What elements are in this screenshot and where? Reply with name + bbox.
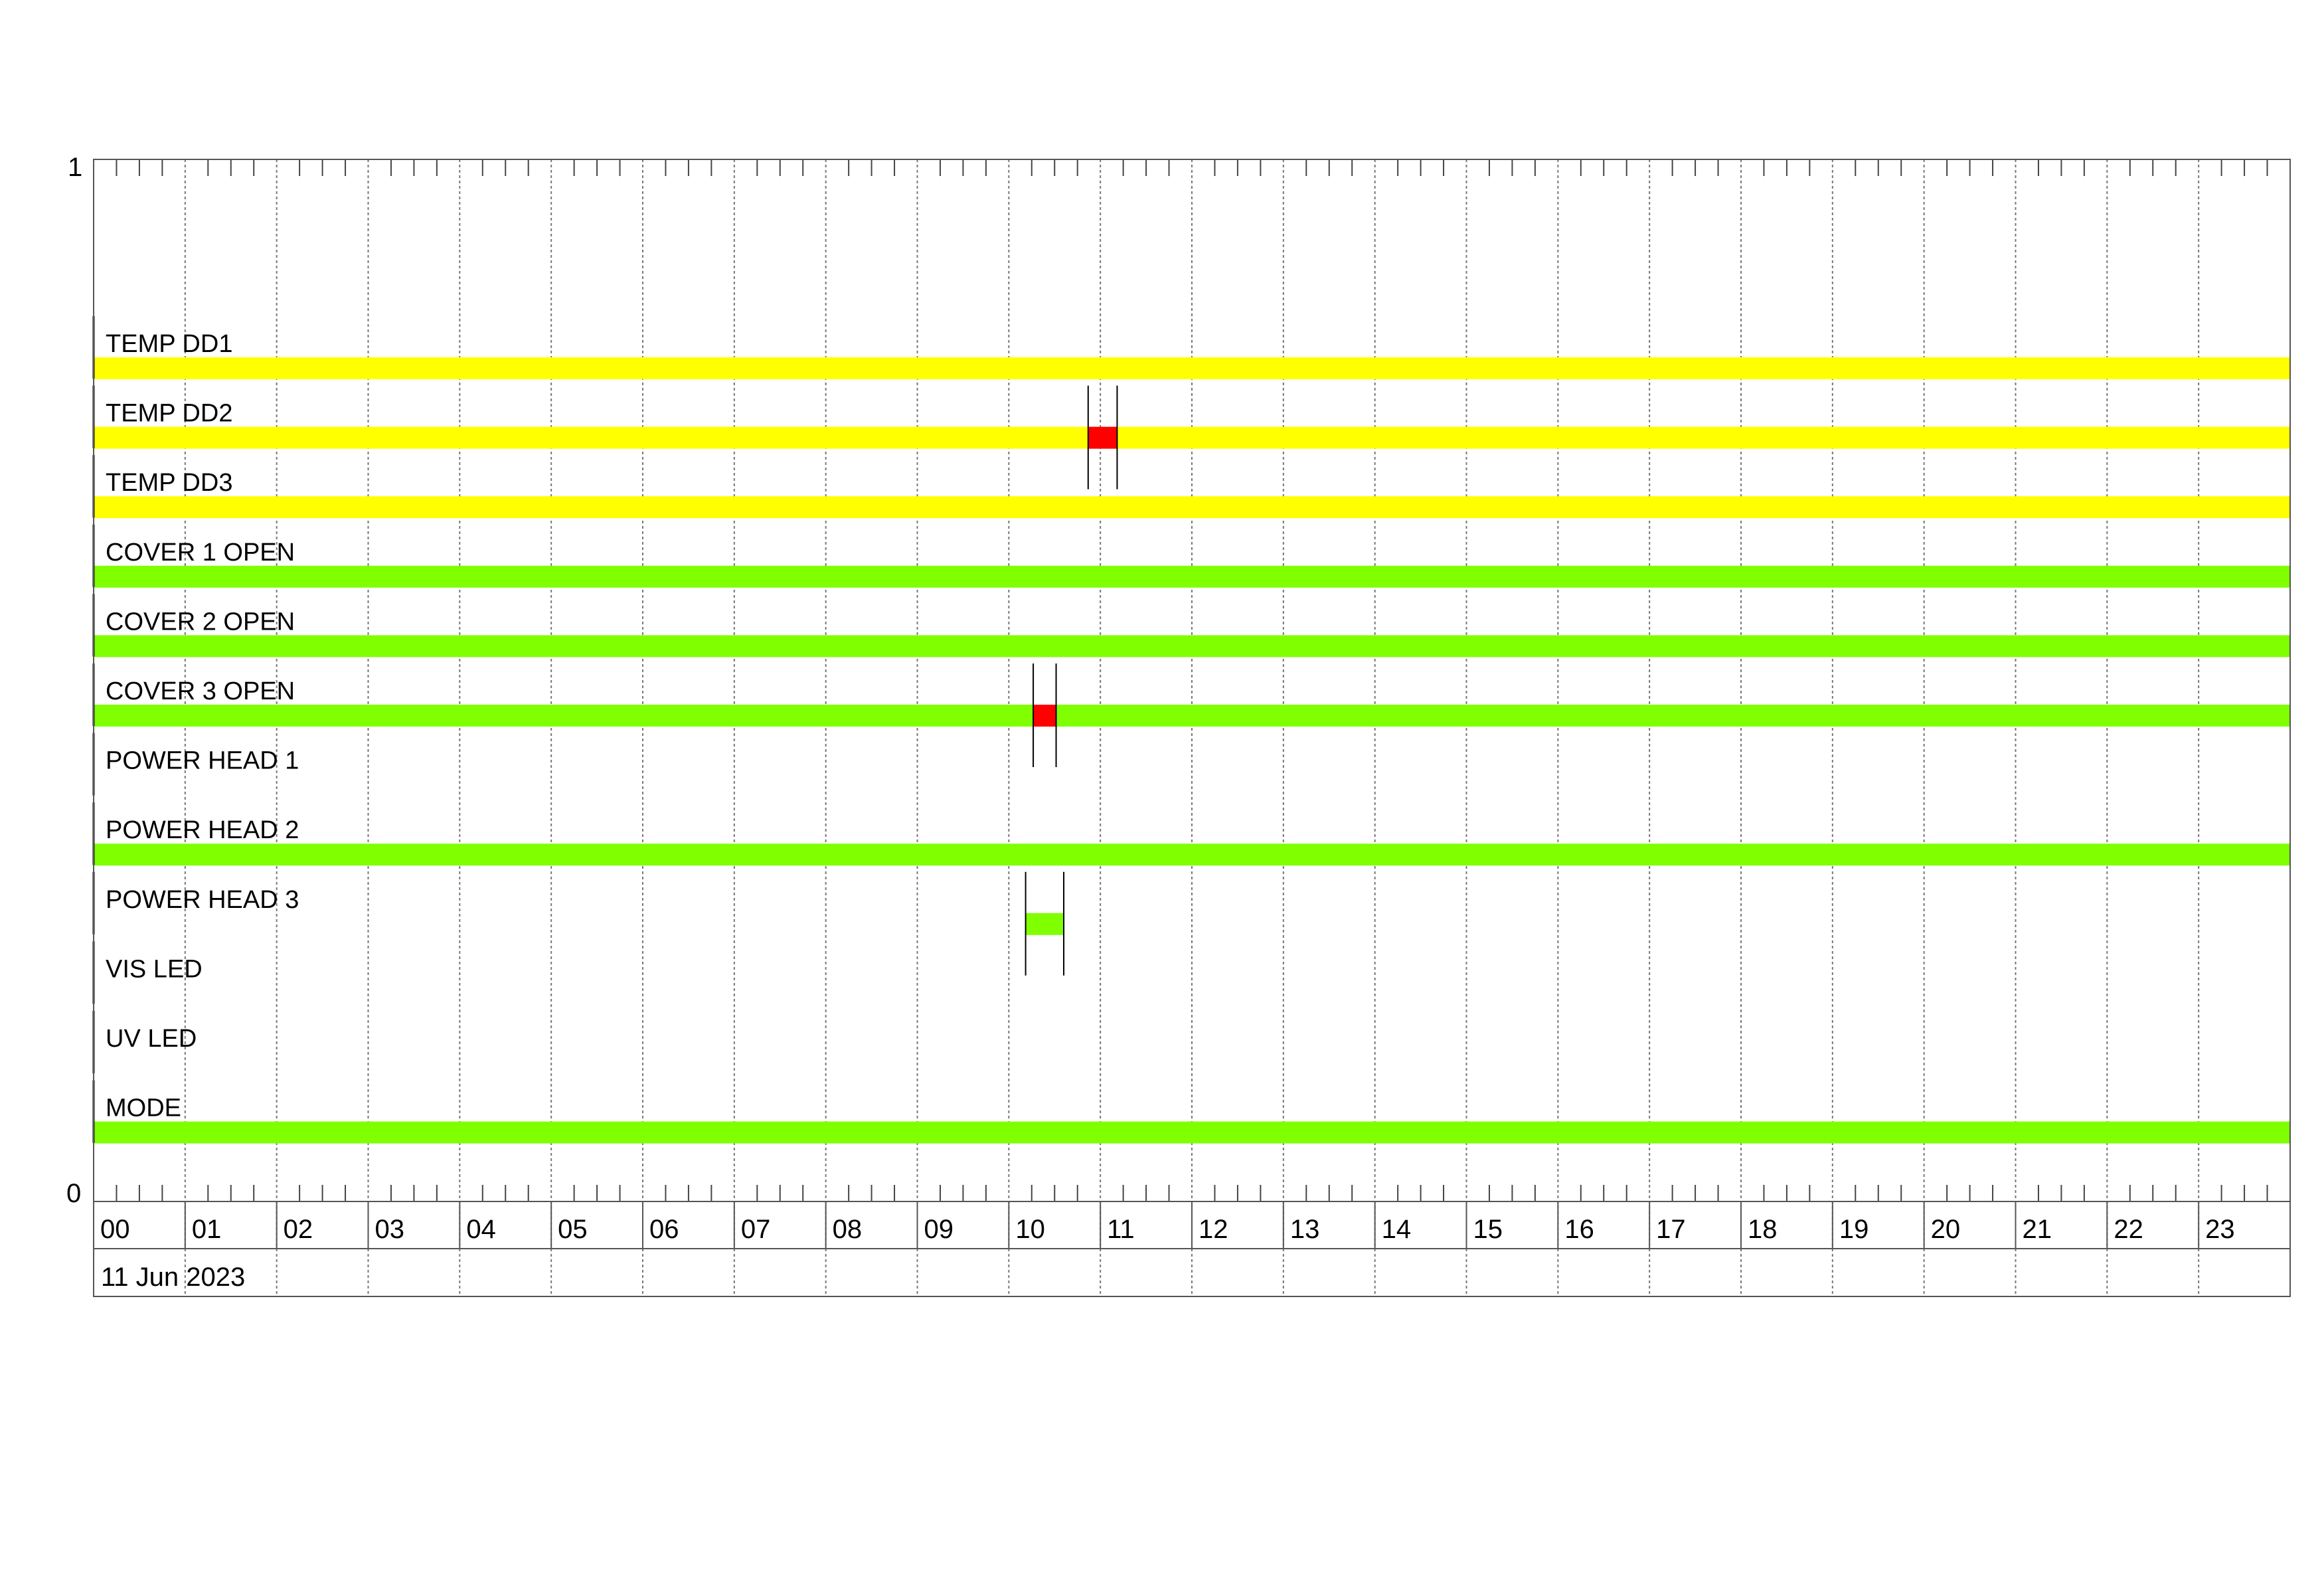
row-label: TEMP DD1 bbox=[106, 330, 232, 358]
x-tick-label: 14 bbox=[1382, 1215, 1412, 1244]
status-segment bbox=[94, 357, 2290, 379]
y-axis-bottom-label: 0 bbox=[66, 1179, 81, 1208]
row-label: COVER 1 OPEN bbox=[106, 539, 295, 567]
row-label: TEMP DD2 bbox=[106, 400, 232, 428]
status-segment bbox=[1117, 426, 2290, 449]
status-segment bbox=[94, 635, 2290, 658]
status-segment bbox=[94, 705, 1034, 727]
row-label: TEMP DD3 bbox=[106, 469, 232, 497]
row-label: POWER HEAD 2 bbox=[106, 816, 299, 844]
x-tick-label: 03 bbox=[375, 1215, 405, 1244]
x-tick-label: 04 bbox=[466, 1215, 496, 1244]
minor-ticks bbox=[116, 159, 2268, 1201]
date-label: 11 Jun 2023 bbox=[101, 1263, 245, 1292]
x-tick-label: 06 bbox=[649, 1215, 679, 1244]
row-label: COVER 2 OPEN bbox=[106, 608, 295, 636]
x-tick-label: 19 bbox=[1839, 1215, 1869, 1244]
x-tick-label: 23 bbox=[2205, 1215, 2235, 1244]
row-label: COVER 3 OPEN bbox=[106, 677, 295, 705]
status-segment bbox=[1033, 705, 1056, 727]
status-bars bbox=[94, 357, 2290, 1144]
row-labels: TEMP DD1 TEMP DD2 TEMP DD3 COVER 1 OPEN COVE… bbox=[92, 316, 299, 1143]
status-segment bbox=[94, 426, 1088, 449]
row-label: POWER HEAD 3 bbox=[106, 886, 299, 914]
row-label: MODE bbox=[106, 1095, 181, 1122]
x-tick-label: 02 bbox=[284, 1215, 313, 1244]
x-tick-label: 01 bbox=[192, 1215, 222, 1244]
x-tick-label: 07 bbox=[741, 1215, 771, 1244]
x-tick-label: 15 bbox=[1473, 1215, 1503, 1244]
x-tick-label: 08 bbox=[833, 1215, 863, 1244]
status-segment bbox=[1056, 705, 2290, 727]
x-tick-label: 13 bbox=[1290, 1215, 1320, 1244]
x-tick-label: 05 bbox=[558, 1215, 588, 1244]
row-label: UV LED bbox=[106, 1025, 197, 1053]
x-tick-labels: 00 01 02 03 04 05 06 07 08 09 10 11 12 13 14 15 16 17 18 19… bbox=[100, 1215, 2235, 1244]
status-segment bbox=[94, 843, 2290, 866]
row-label: POWER HEAD 1 bbox=[106, 747, 299, 775]
x-tick-label: 22 bbox=[2114, 1215, 2143, 1244]
x-tick-label: 00 bbox=[100, 1215, 130, 1244]
status-segment bbox=[94, 1121, 2290, 1144]
x-tick-label: 11 bbox=[1107, 1215, 1135, 1244]
status-segment bbox=[94, 496, 2290, 519]
y-axis-top-label: 1 bbox=[68, 153, 82, 182]
x-tick-label: 17 bbox=[1656, 1215, 1686, 1244]
status-segment bbox=[94, 565, 2290, 588]
x-tick-label: 10 bbox=[1015, 1215, 1045, 1244]
x-tick-label: 16 bbox=[1564, 1215, 1594, 1244]
x-tick-label: 09 bbox=[924, 1215, 954, 1244]
status-segment bbox=[1088, 426, 1118, 449]
row-label: VIS LED bbox=[106, 955, 203, 983]
x-tick-label: 18 bbox=[1748, 1215, 1778, 1244]
x-tick-label: 21 bbox=[2023, 1215, 2052, 1244]
status-segment bbox=[1025, 913, 1064, 935]
x-tick-label: 12 bbox=[1199, 1215, 1228, 1244]
hour-gridlines bbox=[184, 159, 2200, 1296]
plot-frame bbox=[93, 159, 2291, 1297]
x-tick-label: 20 bbox=[1931, 1215, 1961, 1244]
